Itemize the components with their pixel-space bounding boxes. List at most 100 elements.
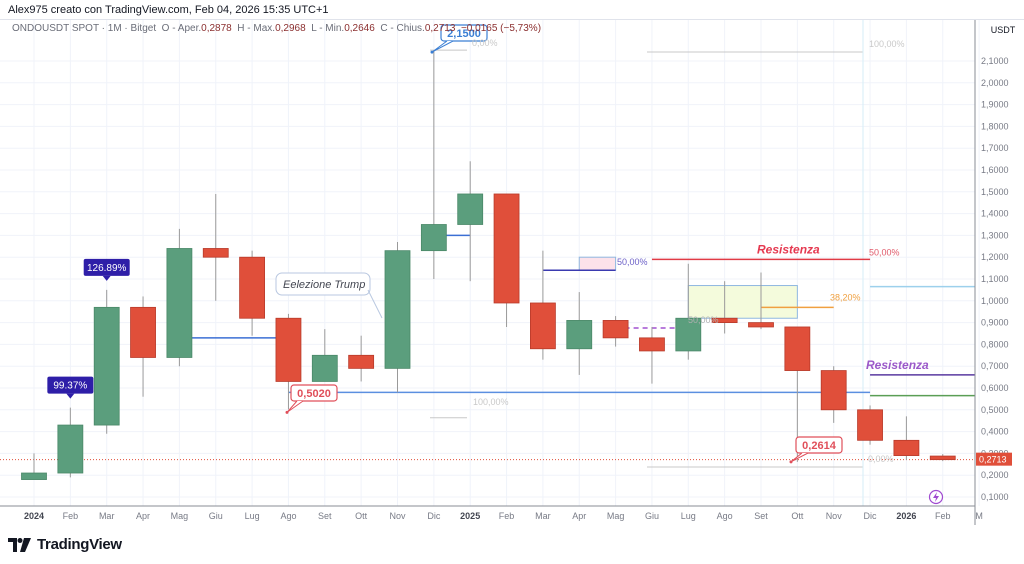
price-axis-tick: 0,7000	[981, 361, 1009, 371]
candle[interactable]	[820, 370, 847, 411]
candle[interactable]	[348, 354, 375, 369]
price-axis-tick: 1,6000	[981, 165, 1009, 175]
time-axis-tick: Apr	[136, 511, 150, 521]
price-axis-tick: 1,1000	[981, 274, 1009, 284]
current-price-tag-label: 0,2713	[979, 455, 1007, 465]
low-value: 0,2646	[344, 23, 375, 34]
candle[interactable]	[384, 250, 411, 369]
highlight-box[interactable]	[578, 256, 617, 271]
price-note-box[interactable]	[290, 384, 338, 402]
price-note-anchor	[285, 410, 289, 414]
price-axis-tick: 1,7000	[981, 143, 1009, 153]
price-axis-tick: 1,5000	[981, 187, 1009, 197]
low-label: L - Min.	[311, 23, 345, 34]
candle[interactable]	[420, 224, 447, 252]
price-axis-tick: 1,0000	[981, 296, 1009, 306]
highlight-box[interactable]	[687, 285, 798, 319]
candle[interactable]	[93, 306, 120, 426]
price-axis-tick: 1,4000	[981, 209, 1009, 219]
candle[interactable]	[130, 306, 156, 358]
time-axis-tick: Set	[318, 511, 332, 521]
candle[interactable]	[711, 317, 738, 323]
fib-level-label: 50,00%	[617, 257, 648, 267]
percent-badge-label: 126.89%	[87, 263, 127, 274]
candle[interactable]	[275, 317, 302, 382]
fib-level-label: 50,00%	[869, 247, 900, 257]
resistance-label[interactable]: Resistenza	[866, 358, 929, 372]
fib-level-label: 0,00%	[868, 454, 894, 464]
candle[interactable]	[675, 317, 702, 352]
candle[interactable]	[21, 472, 47, 480]
time-axis-tick: Giu	[645, 511, 659, 521]
candle[interactable]	[929, 455, 956, 461]
current-price-tag[interactable]	[976, 452, 1012, 466]
tradingview-logo[interactable]: TradingView	[8, 536, 122, 553]
candle[interactable]	[566, 320, 593, 350]
time-axis-tick: Ott	[791, 511, 804, 521]
price-note-anchor	[430, 50, 434, 54]
price-note-pointer	[286, 400, 304, 413]
time-axis-tick: Mag	[607, 511, 625, 521]
candle[interactable]	[857, 409, 883, 441]
candle[interactable]	[166, 248, 193, 358]
open-label: O - Aper.	[161, 23, 202, 34]
candle[interactable]	[311, 354, 338, 382]
candle[interactable]	[602, 320, 629, 339]
price-note-label: 2,1500	[447, 28, 481, 40]
price-axis-tick: 1,2000	[981, 252, 1009, 262]
time-axis-tick: Mag	[171, 511, 189, 521]
time-axis-tick: Giu	[209, 511, 223, 521]
candle[interactable]	[202, 248, 229, 258]
candle[interactable]	[493, 193, 520, 304]
time-axis-tick: Ago	[717, 511, 733, 521]
candle[interactable]	[784, 326, 811, 371]
price-note-pointer	[790, 452, 809, 463]
price-axis-tick: 1,3000	[981, 230, 1009, 240]
badge-pointer-icon	[66, 393, 75, 399]
candle[interactable]	[530, 302, 556, 350]
time-axis-tick: Mar	[99, 511, 115, 521]
fib-level-label: 100,00%	[473, 397, 509, 407]
candle[interactable]	[893, 439, 920, 456]
candle[interactable]	[239, 256, 266, 319]
change-value: −0,0165 (−5,73%)	[460, 23, 542, 34]
time-axis-tick: Feb	[499, 511, 515, 521]
time-axis-tick: Ago	[280, 511, 296, 521]
percent-badge[interactable]	[83, 258, 130, 276]
chart-frame[interactable]	[0, 19, 1024, 525]
candle[interactable]	[57, 424, 84, 474]
symbol-legend[interactable]: ONDOUSDT SPOT · 1M · Bitget O - Aper.0,2…	[12, 23, 541, 34]
price-axis-tick: 0,5000	[981, 405, 1009, 415]
price-axis-tick: 0,6000	[981, 383, 1009, 393]
price-note-box[interactable]	[795, 436, 843, 454]
price-axis-tick: 0,9000	[981, 318, 1009, 328]
candlestick-chart[interactable]: 99.37% 126.89% Eelezione Trump 0,5020 2,1500…	[0, 0, 1024, 530]
price-axis-currency: USDT	[991, 25, 1016, 35]
time-axis-tick: Set	[754, 511, 768, 521]
time-axis-tick: Lug	[681, 511, 696, 521]
time-axis-tick: M	[975, 511, 983, 521]
price-axis-tick: 2,0000	[981, 78, 1009, 88]
candle[interactable]	[639, 337, 665, 352]
price-note-label: 0,2614	[802, 440, 837, 452]
candle[interactable]	[457, 193, 484, 225]
close-label: C - Chius.	[380, 23, 425, 34]
time-axis-tick: Apr	[572, 511, 586, 521]
price-note-box[interactable]	[440, 24, 488, 42]
callout-box[interactable]	[275, 272, 371, 296]
open-value: 0,2878	[201, 23, 232, 34]
price-axis-tick: 2,1000	[981, 56, 1009, 66]
callout-label: Eelezione Trump	[283, 279, 365, 291]
time-axis-tick: 2026	[896, 511, 916, 521]
time-axis-tick: Dic	[427, 511, 440, 521]
time-axis-tick: Nov	[826, 511, 843, 521]
percent-badge[interactable]	[47, 376, 94, 394]
fib-level-label: 100,00%	[869, 39, 905, 49]
tradingview-logo-icon	[8, 537, 31, 552]
high-label: H - Max.	[237, 23, 276, 34]
price-axis-tick: 1,9000	[981, 100, 1009, 110]
price-axis-tick: 0,1000	[981, 492, 1009, 502]
badge-pointer-icon	[102, 275, 111, 281]
candle[interactable]	[748, 322, 774, 328]
resistance-label[interactable]: Resistenza	[757, 242, 820, 256]
